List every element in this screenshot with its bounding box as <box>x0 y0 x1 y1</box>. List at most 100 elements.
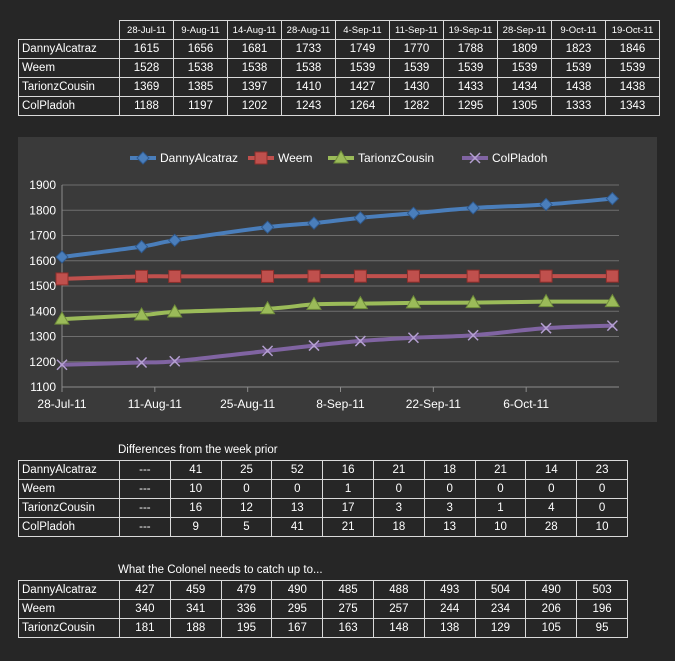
data-point <box>466 201 480 215</box>
rating-cell: 1427 <box>335 77 390 97</box>
difference-cell: 1 <box>474 498 527 518</box>
catch-up-cell: 459 <box>169 580 222 600</box>
difference-cell: 14 <box>525 460 578 480</box>
series-line <box>60 299 615 322</box>
difference-cell: 18 <box>423 460 476 480</box>
catch-up-cell: 181 <box>119 618 171 638</box>
rating-cell: 1528 <box>119 58 174 78</box>
legend-label: Weem <box>278 151 312 165</box>
y-tick-label: 1800 <box>29 203 56 217</box>
difference-cell: 9 <box>169 517 222 537</box>
rating-cell: 1434 <box>497 77 552 97</box>
catch-up-cell: 341 <box>169 599 222 619</box>
series-tarionzcousin <box>54 293 621 325</box>
player-name: DannyAlcatraz <box>18 39 120 59</box>
rating-cell: 1438 <box>551 77 606 97</box>
corner-cell <box>19 21 120 40</box>
data-point <box>469 152 481 164</box>
rating-cell: 1809 <box>497 39 552 59</box>
rating-cell: 1538 <box>281 58 336 78</box>
difference-cell: 28 <box>525 517 578 537</box>
player-name: ColPladoh <box>18 517 120 537</box>
y-tick-label: 1100 <box>30 380 56 394</box>
catch-up-cell: 167 <box>271 618 324 638</box>
data-point <box>407 332 419 344</box>
difference-cell: 0 <box>271 479 324 499</box>
difference-cell: 21 <box>474 460 527 480</box>
data-point <box>406 269 420 283</box>
difference-cell: 21 <box>322 517 374 537</box>
rating-cell: 1539 <box>443 58 498 78</box>
rating-cell: 1733 <box>281 39 336 59</box>
catch-up-cell: 340 <box>119 599 171 619</box>
difference-cell: 5 <box>220 517 273 537</box>
x-tick-label: 28-Jul-11 <box>37 397 86 411</box>
table-row: ColPladoh --- 9 5 41 21 18 13 10 28 10 <box>18 517 628 537</box>
data-point <box>539 269 553 283</box>
y-tick-label: 1200 <box>29 355 56 369</box>
difference-cell: 13 <box>423 517 476 537</box>
catch-up-cell: 336 <box>220 599 273 619</box>
rating-cell: 1656 <box>173 39 228 59</box>
date-header-row: 28-Jul-11 9-Aug-11 14-Aug-11 28-Aug-11 4-Sep… <box>19 20 660 40</box>
catch-up-cell: 427 <box>119 580 171 600</box>
catch-up-cell: 234 <box>474 599 527 619</box>
rating-cell: 1615 <box>119 39 174 59</box>
data-point <box>54 311 70 325</box>
x-tick-label: 11-Aug-11 <box>128 397 183 411</box>
date-header: 14-Aug-11 <box>227 20 282 40</box>
data-point <box>55 250 69 264</box>
difference-cell: 12 <box>220 498 273 518</box>
rating-cell: 1430 <box>389 77 444 97</box>
data-point <box>466 269 480 283</box>
ratings-table: 28-Jul-11 9-Aug-11 14-Aug-11 28-Aug-11 4-Sep… <box>18 20 660 116</box>
difference-cell: 0 <box>576 498 628 518</box>
difference-cell: 1 <box>322 479 374 499</box>
data-point <box>538 293 554 308</box>
catch-up-cell: 295 <box>271 599 324 619</box>
difference-cell: 0 <box>474 479 527 499</box>
difference-cell: 0 <box>423 479 476 499</box>
data-point <box>406 206 421 220</box>
data-point <box>168 233 182 248</box>
rating-cell: 1202 <box>227 96 282 116</box>
rating-cell: 1788 <box>443 39 498 59</box>
data-point <box>354 335 366 347</box>
player-name: ColPladoh <box>18 96 120 116</box>
rating-cell: 1539 <box>389 58 444 78</box>
difference-cell: 41 <box>169 460 222 480</box>
date-header: 9-Oct-11 <box>551 20 606 40</box>
series-colpladoh <box>56 320 618 371</box>
catch-up-table: DannyAlcatraz 427 459 479 490 485 488 493 504 490… <box>18 580 628 638</box>
table-row: TarionzCousin --- 16 12 13 17 3 3 1 4 0 <box>18 498 628 518</box>
difference-cell: 18 <box>372 517 425 537</box>
difference-cell: 17 <box>322 498 374 518</box>
rating-cell: 1343 <box>605 96 660 116</box>
catch-up-cell: 105 <box>525 618 578 638</box>
rating-cell: 1539 <box>605 58 660 78</box>
y-tick-label: 1700 <box>29 229 56 243</box>
data-point <box>306 296 322 310</box>
difference-cell: 25 <box>220 460 273 480</box>
legend-entry: Weem <box>248 151 312 165</box>
rating-cell: 1538 <box>173 58 228 78</box>
rating-cell: 1681 <box>227 39 282 59</box>
difference-cell: --- <box>119 479 171 499</box>
data-point <box>353 269 367 283</box>
x-tick-label: 22-Sep-11 <box>406 397 461 411</box>
data-point <box>352 295 369 310</box>
catch-up-cell: 188 <box>169 618 222 638</box>
table-row: Weem 1528 1538 1538 1538 1539 1539 1539 1539 1539… <box>18 58 660 78</box>
date-header: 11-Sep-11 <box>389 20 444 40</box>
difference-cell: --- <box>119 517 171 537</box>
catch-up-cell: 485 <box>322 580 374 600</box>
catch-up-cell: 196 <box>576 599 628 619</box>
legend-entry: TarionzCousin <box>328 150 434 165</box>
rating-cell: 1397 <box>227 77 282 97</box>
y-tick-label: 1300 <box>29 330 56 344</box>
table-row: TarionzCousin 181 188 195 167 163 148 138 129 105… <box>18 618 628 638</box>
date-header: 28-Aug-11 <box>281 20 336 40</box>
catch-up-cell: 493 <box>423 580 476 600</box>
series-weem <box>55 269 619 286</box>
rating-cell: 1539 <box>551 58 606 78</box>
